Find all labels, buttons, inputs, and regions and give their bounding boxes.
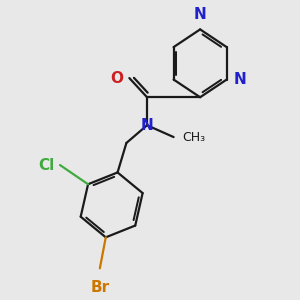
Text: N: N — [141, 118, 153, 133]
Text: N: N — [234, 72, 247, 87]
Text: N: N — [194, 7, 206, 22]
Text: Cl: Cl — [38, 158, 54, 172]
Text: Br: Br — [90, 280, 110, 295]
Text: CH₃: CH₃ — [182, 130, 205, 144]
Text: O: O — [110, 70, 124, 86]
